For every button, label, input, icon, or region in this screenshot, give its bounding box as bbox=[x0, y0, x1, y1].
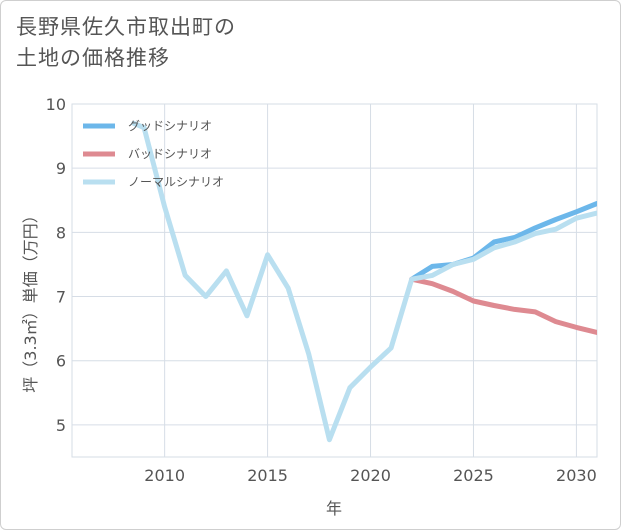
x-tick-label: 2025 bbox=[453, 466, 494, 485]
chart-title: 長野県佐久市取出町の 土地の価格推移 bbox=[16, 15, 236, 70]
x-tick-label: 2010 bbox=[144, 466, 185, 485]
y-tick-label: 6 bbox=[56, 352, 66, 371]
y-tick-label: 10 bbox=[46, 95, 66, 114]
x-tick-label: 2030 bbox=[556, 466, 597, 485]
y-tick-label: 7 bbox=[56, 288, 66, 307]
series-line-3 bbox=[131, 120, 597, 443]
series-line-1 bbox=[409, 201, 597, 282]
axes: 2010 2015 2020 2025 2030 5 6 7 8 9 10 bbox=[46, 95, 597, 485]
y-tick-label: 9 bbox=[56, 159, 66, 178]
legend-label: ノーマルシナリオ bbox=[128, 175, 224, 189]
series-lines bbox=[131, 120, 597, 443]
x-axis-title: 年 bbox=[326, 499, 342, 518]
series-line-2 bbox=[409, 276, 597, 335]
x-tick-label: 2020 bbox=[350, 466, 391, 485]
legend-label: バッドシナリオ bbox=[128, 147, 212, 161]
x-tick-label: 2015 bbox=[247, 466, 288, 485]
legend-label: グッドシナリオ bbox=[128, 119, 212, 133]
grid bbox=[71, 103, 598, 458]
y-axis-title: 坪（3.3㎡）単価（万円） bbox=[21, 207, 40, 392]
y-tick-label: 5 bbox=[56, 416, 66, 435]
y-tick-label: 8 bbox=[56, 223, 66, 242]
